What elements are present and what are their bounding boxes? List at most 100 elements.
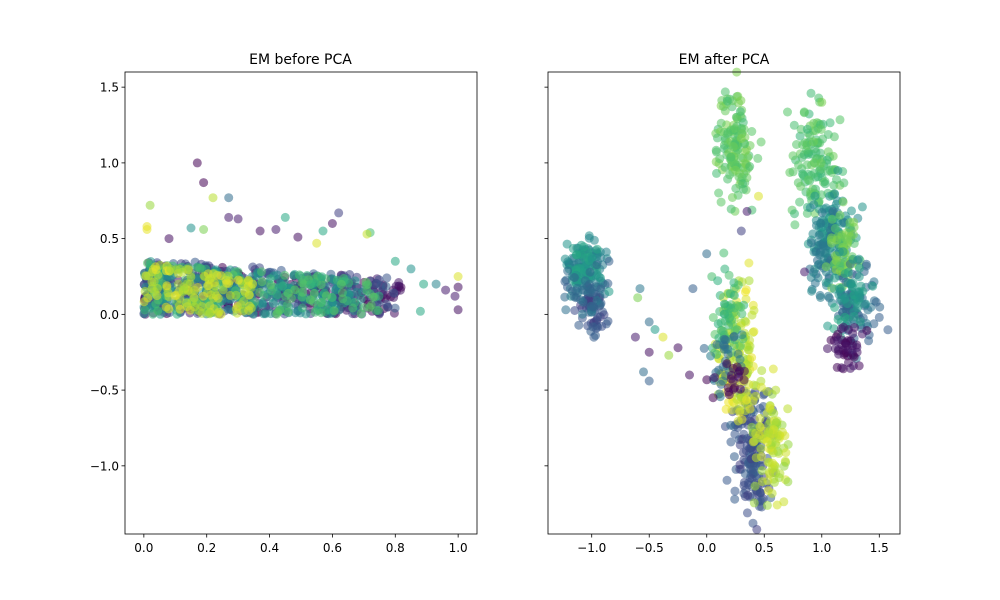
- scatter-point: [763, 457, 773, 467]
- scatter-point: [744, 258, 754, 268]
- scatter-point: [579, 285, 588, 295]
- scatter-point: [650, 325, 660, 334]
- scatter-point: [720, 316, 730, 326]
- scatter-point: [153, 283, 162, 293]
- scatter-point: [635, 284, 645, 294]
- scatter-point: [835, 210, 845, 220]
- y-tick-label: 1.0: [100, 156, 119, 170]
- scatter-point: [164, 234, 174, 244]
- scatter-point: [569, 273, 579, 282]
- y-tick-label: 0.0: [100, 308, 119, 322]
- scatter-point: [255, 226, 265, 236]
- scatter-point: [373, 306, 383, 315]
- scatter-point: [861, 299, 871, 309]
- left-y-axis: 1.5 1.0 0.5 0.0 −0.5 −1.0: [90, 81, 125, 473]
- scatter-point: [453, 282, 463, 292]
- scatter-point: [840, 269, 850, 279]
- scatter-point: [810, 278, 820, 288]
- scatter-point: [735, 440, 745, 450]
- scatter-point: [854, 254, 864, 264]
- scatter-point: [415, 306, 425, 316]
- scatter-point: [224, 212, 234, 222]
- scatter-point: [726, 437, 736, 447]
- scatter-point: [334, 208, 344, 218]
- scatter-point: [802, 124, 812, 134]
- scatter-point: [816, 125, 826, 134]
- scatter-point: [783, 404, 793, 414]
- scatter-point: [258, 299, 268, 309]
- scatter-point: [713, 276, 723, 286]
- scatter-point: [271, 225, 281, 234]
- scatter-point: [584, 279, 594, 289]
- scatter-point: [871, 297, 881, 307]
- scatter-point: [737, 309, 747, 319]
- scatter-point: [720, 162, 730, 172]
- scatter-point: [716, 325, 726, 335]
- scatter-point: [715, 389, 725, 399]
- scatter-point: [811, 220, 821, 230]
- scatter-point: [816, 293, 825, 302]
- scatter-point: [359, 303, 369, 313]
- scatter-point: [715, 291, 725, 300]
- scatter-point: [232, 308, 242, 318]
- scatter-point: [195, 263, 205, 273]
- scatter-point: [854, 361, 864, 371]
- scatter-point: [317, 272, 327, 282]
- scatter-point: [747, 127, 757, 136]
- scatter-point: [736, 134, 746, 144]
- scatter-point: [366, 300, 376, 310]
- scatter-point: [236, 300, 246, 310]
- scatter-point: [281, 291, 290, 301]
- scatter-point: [685, 370, 694, 380]
- scatter-point: [441, 285, 451, 295]
- scatter-point: [772, 500, 782, 510]
- scatter-point: [728, 142, 738, 151]
- scatter-point: [825, 118, 835, 128]
- right-scatter-panel: EM after PCA −1.0 −0.5 0.0 0.5 1.0 1.5: [544, 52, 901, 555]
- scatter-point: [699, 343, 709, 353]
- x-tick-label: 0.6: [323, 541, 342, 555]
- x-tick-label: 1.5: [870, 541, 889, 555]
- scatter-point: [747, 310, 757, 320]
- scatter-point: [820, 179, 830, 189]
- scatter-point: [771, 385, 781, 395]
- scatter-point: [788, 167, 798, 177]
- scatter-point: [585, 267, 595, 277]
- scatter-point: [855, 317, 865, 327]
- scatter-point: [832, 362, 842, 372]
- scatter-point: [589, 235, 599, 245]
- y-tick-label: 0.5: [100, 232, 119, 246]
- scatter-point: [352, 287, 362, 297]
- scatter-point: [848, 341, 857, 351]
- scatter-point: [835, 261, 845, 271]
- scatter-point: [708, 393, 718, 403]
- scatter-point: [849, 311, 859, 321]
- scatter-point: [755, 422, 765, 432]
- scatter-point: [779, 461, 789, 471]
- scatter-point: [658, 332, 668, 342]
- scatter-point: [848, 230, 858, 240]
- scatter-point: [563, 266, 573, 276]
- scatter-point: [265, 274, 275, 284]
- scatter-point: [794, 160, 803, 170]
- scatter-point: [733, 423, 743, 432]
- scatter-point: [830, 224, 840, 233]
- scatter-point: [737, 330, 747, 340]
- scatter-point: [756, 382, 766, 392]
- scatter-point: [182, 298, 192, 308]
- scatter-point: [744, 276, 754, 286]
- scatter-point: [720, 106, 730, 116]
- scatter-point: [808, 137, 818, 147]
- scatter-point: [342, 296, 352, 306]
- scatter-point: [733, 416, 743, 426]
- scatter-point: [588, 301, 598, 311]
- scatter-point: [336, 279, 346, 289]
- scatter-point: [720, 87, 730, 97]
- scatter-point: [192, 158, 202, 168]
- scatter-point: [272, 309, 282, 319]
- scatter-point: [702, 375, 712, 385]
- scatter-point: [216, 309, 226, 319]
- scatter-point: [644, 376, 654, 386]
- scatter-point: [716, 379, 726, 389]
